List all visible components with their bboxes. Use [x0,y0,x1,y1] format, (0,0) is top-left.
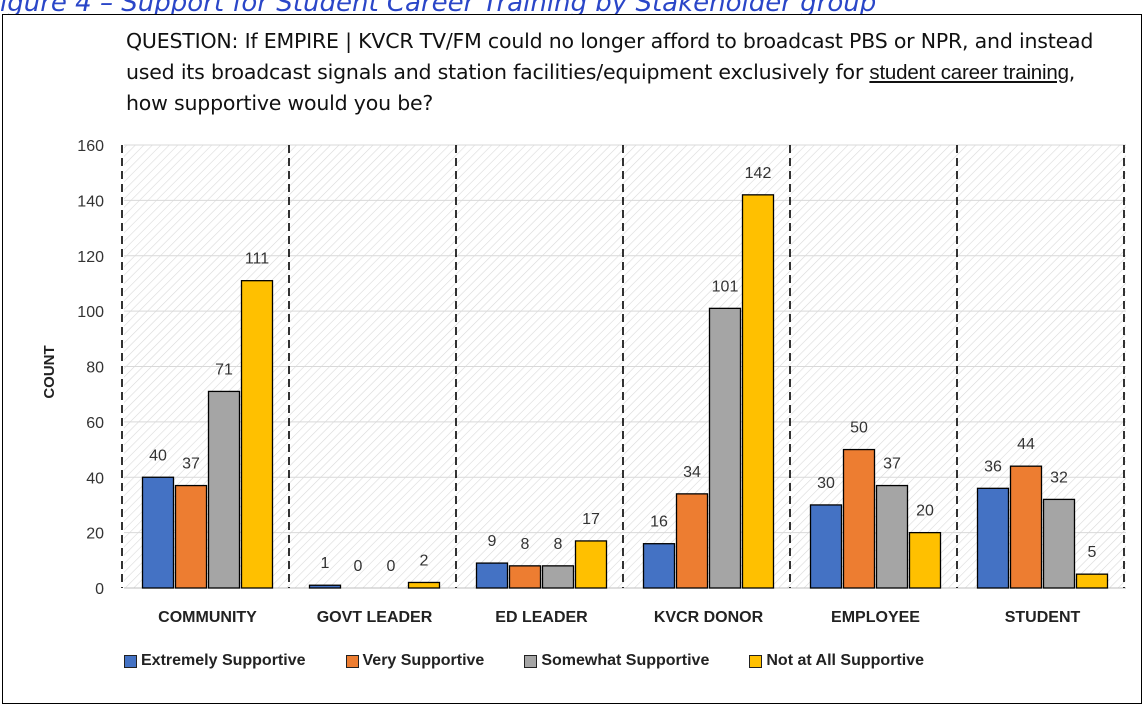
bar [1042,498,1076,589]
legend-swatch [124,654,137,668]
data-label: 40 [149,447,167,464]
data-label: 1 [321,555,330,572]
bar [574,540,608,589]
bar [407,581,441,589]
x-tick-label: GOVT LEADER [317,609,433,626]
bar [240,280,274,589]
data-label: 0 [354,558,363,575]
y-tick-label: 140 [77,193,104,210]
data-label: 101 [712,278,739,295]
data-label: 17 [582,511,600,528]
bar [741,194,775,589]
question-text-part1: If EMPIRE | KVCR TV/FM could no longer a… [126,29,1094,84]
y-axis-ticks: 0 20 40 60 80 100 120 140 160 [77,138,104,598]
question-text: QUESTION: If EMPIRE | KVCR TV/FM could n… [126,26,1106,119]
data-label: 50 [850,420,868,437]
gridlines [124,144,1126,589]
y-tick-label: 160 [77,138,104,155]
data-label: 36 [984,458,1002,475]
bar [1075,573,1109,589]
y-tick-label: 0 [95,581,104,598]
data-label: 71 [215,361,233,378]
question-text-part2: , how supportive would you be? [126,60,1076,115]
figure-caption: igure 4 – Support for Student Career Tra… [0,0,877,18]
legend-label: Very Supportive [362,652,485,669]
legend-swatch [749,654,763,668]
y-tick-label: 80 [86,360,104,377]
bar [174,484,208,589]
bar [1009,465,1043,589]
y-axis-label: COUNT [41,345,58,398]
bar [809,504,843,589]
data-label: 32 [1050,469,1068,486]
y-tick-label: 60 [86,415,104,432]
data-label: 44 [1017,436,1035,453]
x-tick-label: ED LEADER [495,609,588,626]
legend-item: Very Supportive [345,652,485,670]
legend-label: Somewhat Supportive [541,652,710,669]
question-emphasis: student career training [869,61,1069,84]
bar [976,487,1010,589]
y-tick-label: 100 [77,304,104,321]
y-tick-label: 40 [86,470,104,487]
x-axis-ticks: COMMUNITY GOVT LEADER ED LEADER KVCR DONOR E… [158,609,1080,626]
bars [141,194,1109,589]
x-tick-label: KVCR DONOR [654,609,764,626]
legend: Extremely Supportive Very Supportive Somew… [124,652,964,670]
bar [141,476,175,589]
data-label: 8 [521,536,530,553]
data-label: 142 [745,165,772,182]
data-label: 30 [817,475,835,492]
bar [908,531,942,589]
legend-swatch [524,654,538,668]
legend-item: Somewhat Supportive [524,652,709,670]
category-dividers [121,145,1125,588]
data-label: 2 [420,552,429,569]
data-label: 0 [387,558,396,575]
legend-label: Not at All Supportive [766,652,924,669]
data-label: 34 [683,464,701,481]
x-tick-label: STUDENT [1005,609,1081,626]
data-label: 111 [245,251,269,268]
bar [842,448,876,589]
bar [541,565,575,589]
bar [207,390,241,589]
x-tick-label: COMMUNITY [158,609,257,626]
data-label: 9 [488,533,497,550]
x-tick-label: EMPLOYEE [831,609,920,626]
legend-item: Extremely Supportive [124,652,306,670]
bar [675,493,709,589]
data-label: 16 [650,514,668,531]
bar [308,584,342,589]
data-label: 5 [1088,544,1097,561]
bar [642,543,676,589]
data-label: 20 [916,503,934,520]
legend-label: Extremely Supportive [141,652,306,669]
bar [508,565,542,589]
y-tick-label: 120 [77,249,104,266]
legend-item: Not at All Supportive [749,652,924,670]
bar [875,484,909,589]
data-label: 8 [554,536,563,553]
question-label: QUESTION: [126,29,239,53]
bar [475,562,509,589]
data-label: 37 [182,456,200,473]
legend-swatch [345,654,359,668]
data-label: 37 [883,456,901,473]
bar [708,307,742,589]
y-tick-label: 20 [86,526,104,543]
